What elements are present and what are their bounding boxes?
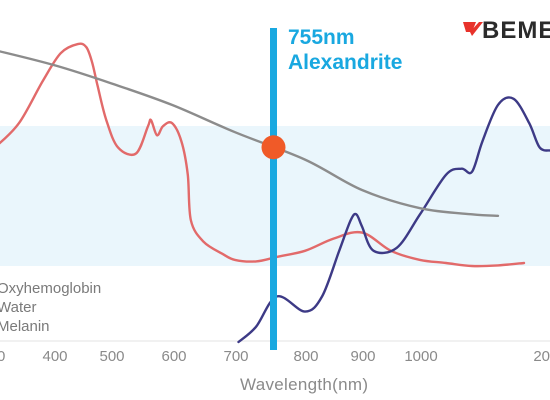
marker-label-wavelength: 755nm (288, 26, 355, 49)
marker-dot (261, 135, 286, 160)
series-line-oxyhemoglobin (0, 42, 526, 268)
x-tick-label: 20 (533, 348, 550, 365)
wavelength-marker (261, 28, 286, 350)
x-tick-label: 900 (350, 348, 375, 365)
legend-item-melanin: Melanin (0, 318, 50, 335)
x-tick-label: 700 (223, 348, 248, 365)
legend-item-oxyhemoglobin: Oxyhemoglobin (0, 280, 101, 297)
x-tick-label: 400 (42, 348, 67, 365)
brand-logo: BEME (463, 17, 550, 44)
x-axis-ticks: 0 400 500 600 700 800 900 1000 20 (0, 348, 550, 365)
series-line-water (237, 96, 550, 344)
x-tick-label: 800 (293, 348, 318, 365)
x-tick-label: 0 (0, 348, 5, 365)
x-axis-label: Wavelength(nm) (240, 375, 368, 394)
legend-item-water: Water (0, 299, 36, 316)
logo-mark-accent-icon (470, 22, 483, 36)
x-tick-label: 600 (161, 348, 186, 365)
marker-line (270, 28, 277, 350)
x-tick-label: 500 (99, 348, 124, 365)
logo-text: BEME (482, 17, 550, 44)
x-tick-label: 1000 (404, 348, 437, 365)
legend: Oxyhemoglobin Water Melanin (0, 280, 101, 335)
marker-label-laser: Alexandrite (288, 51, 402, 74)
